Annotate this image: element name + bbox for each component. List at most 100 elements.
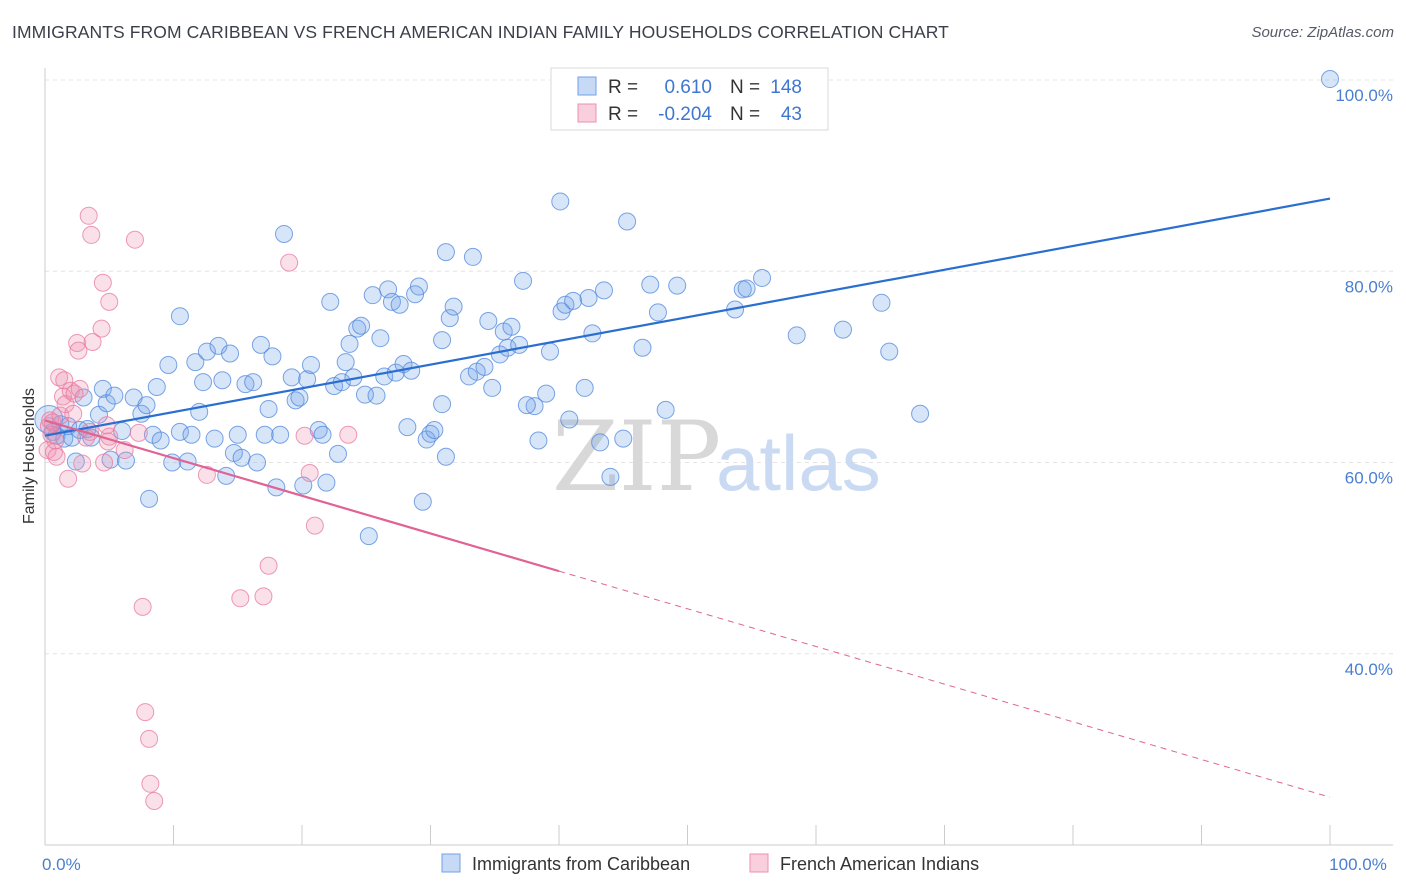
scatter-point xyxy=(44,442,63,461)
scatter-point xyxy=(41,411,60,430)
scatter-point xyxy=(280,253,299,272)
scatter-point xyxy=(228,425,247,444)
scatter-point xyxy=(317,473,336,492)
scatter-point xyxy=(301,355,320,374)
scatter-point xyxy=(305,516,324,535)
scatter-point xyxy=(221,344,240,363)
scatter-point xyxy=(656,400,675,419)
scatter-point xyxy=(251,335,270,354)
scatter-point xyxy=(236,375,255,394)
scatter-point xyxy=(367,386,386,405)
scatter-point xyxy=(129,423,148,442)
y-tick-label: 40.0% xyxy=(1345,660,1393,679)
scatter-point xyxy=(93,379,112,398)
scatter-point xyxy=(872,293,891,312)
scatter-point xyxy=(753,268,772,287)
scatter-point xyxy=(170,307,189,326)
scatter-point xyxy=(1321,70,1339,89)
x-tick-label: 100.0% xyxy=(1329,855,1387,874)
scatter-point xyxy=(259,556,278,575)
scatter-point xyxy=(186,353,205,372)
scatter-point xyxy=(205,429,224,448)
legend-n-value: 43 xyxy=(781,104,802,125)
scatter-point xyxy=(244,373,263,392)
scatter-point xyxy=(594,281,613,300)
scatter-point xyxy=(140,489,159,508)
scatter-point xyxy=(564,291,583,310)
scatter-point xyxy=(440,309,459,328)
scatter-point xyxy=(413,492,432,511)
scatter-point xyxy=(105,386,124,405)
scatter-point xyxy=(517,396,536,415)
bottom-legend: Immigrants from Caribbean French America… xyxy=(441,853,979,874)
scatter-point xyxy=(259,399,278,418)
scatter-point xyxy=(141,774,160,793)
scatter-point xyxy=(483,378,502,397)
scatter-point xyxy=(514,271,533,290)
scatter-point xyxy=(38,441,57,460)
scatter-point xyxy=(601,467,620,486)
scatter-point xyxy=(787,326,806,345)
scatter-point xyxy=(95,453,114,472)
scatter-point xyxy=(248,453,267,472)
scatter-point xyxy=(197,465,216,484)
watermark-zip: ZIP xyxy=(552,401,721,513)
scatter-point xyxy=(575,378,594,397)
legend-row-french-american-indians: R = -0.204 N = 43 xyxy=(577,103,802,125)
axes xyxy=(44,68,1393,846)
legend-r-value: -0.204 xyxy=(658,104,712,125)
scatter-point xyxy=(313,425,332,444)
scatter-point xyxy=(911,404,930,423)
legend-swatch-caribbean xyxy=(577,76,597,96)
scatter-point xyxy=(56,395,75,414)
grid-lines xyxy=(45,79,1393,655)
scatter-point xyxy=(880,342,899,361)
scatter-point xyxy=(300,464,319,483)
trend-lines xyxy=(44,197,1331,798)
legend-n-value: 148 xyxy=(770,77,802,98)
scatter-point xyxy=(69,341,88,360)
scatter-point xyxy=(159,355,178,374)
scatter-point xyxy=(82,225,101,244)
scatter-point xyxy=(255,425,274,444)
scatter-point xyxy=(363,286,382,305)
scatter-point xyxy=(59,469,78,488)
scatter-point xyxy=(97,394,116,413)
scatter-point xyxy=(93,273,112,292)
scatter-point xyxy=(145,792,164,811)
legend-n-label: N = xyxy=(730,104,760,125)
tick-labels: 40.0% 60.0% 80.0% 100.0% 0.0% 100.0% xyxy=(42,86,1393,874)
scatter-point xyxy=(263,347,282,366)
scatter-point xyxy=(352,316,371,335)
scatter-point xyxy=(390,295,409,314)
legend-r-label: R = xyxy=(608,104,638,125)
scatter-point xyxy=(64,404,83,423)
scatter-point xyxy=(50,368,69,387)
scatter-point xyxy=(618,212,637,231)
scatter-point xyxy=(560,410,579,429)
scatter-point xyxy=(290,388,309,407)
legend-swatch-french-american-indians xyxy=(577,103,597,123)
scatter-point xyxy=(463,247,482,266)
scatter-point xyxy=(339,425,358,444)
y-axis-label: Family Households xyxy=(21,388,38,524)
scatter-point xyxy=(66,452,85,471)
scatter-point xyxy=(433,395,452,414)
scatter-point xyxy=(182,425,201,444)
scatter-point xyxy=(525,397,544,416)
trend-line-1 xyxy=(44,419,560,573)
scatter-point xyxy=(46,431,65,450)
scatter-point xyxy=(321,292,340,311)
bottom-legend-label-caribbean: Immigrants from Caribbean xyxy=(472,854,690,874)
scatter-point xyxy=(340,334,359,353)
bottom-legend-swatch-caribbean xyxy=(441,853,461,873)
scatter-point xyxy=(231,589,250,608)
y-tick-label: 60.0% xyxy=(1345,469,1393,488)
scatter-point xyxy=(436,243,455,262)
scatter-point xyxy=(275,224,294,243)
scatter-point xyxy=(68,333,87,352)
scatter-point xyxy=(271,425,290,444)
scatter-point xyxy=(254,587,273,606)
scatter-point xyxy=(541,342,560,361)
